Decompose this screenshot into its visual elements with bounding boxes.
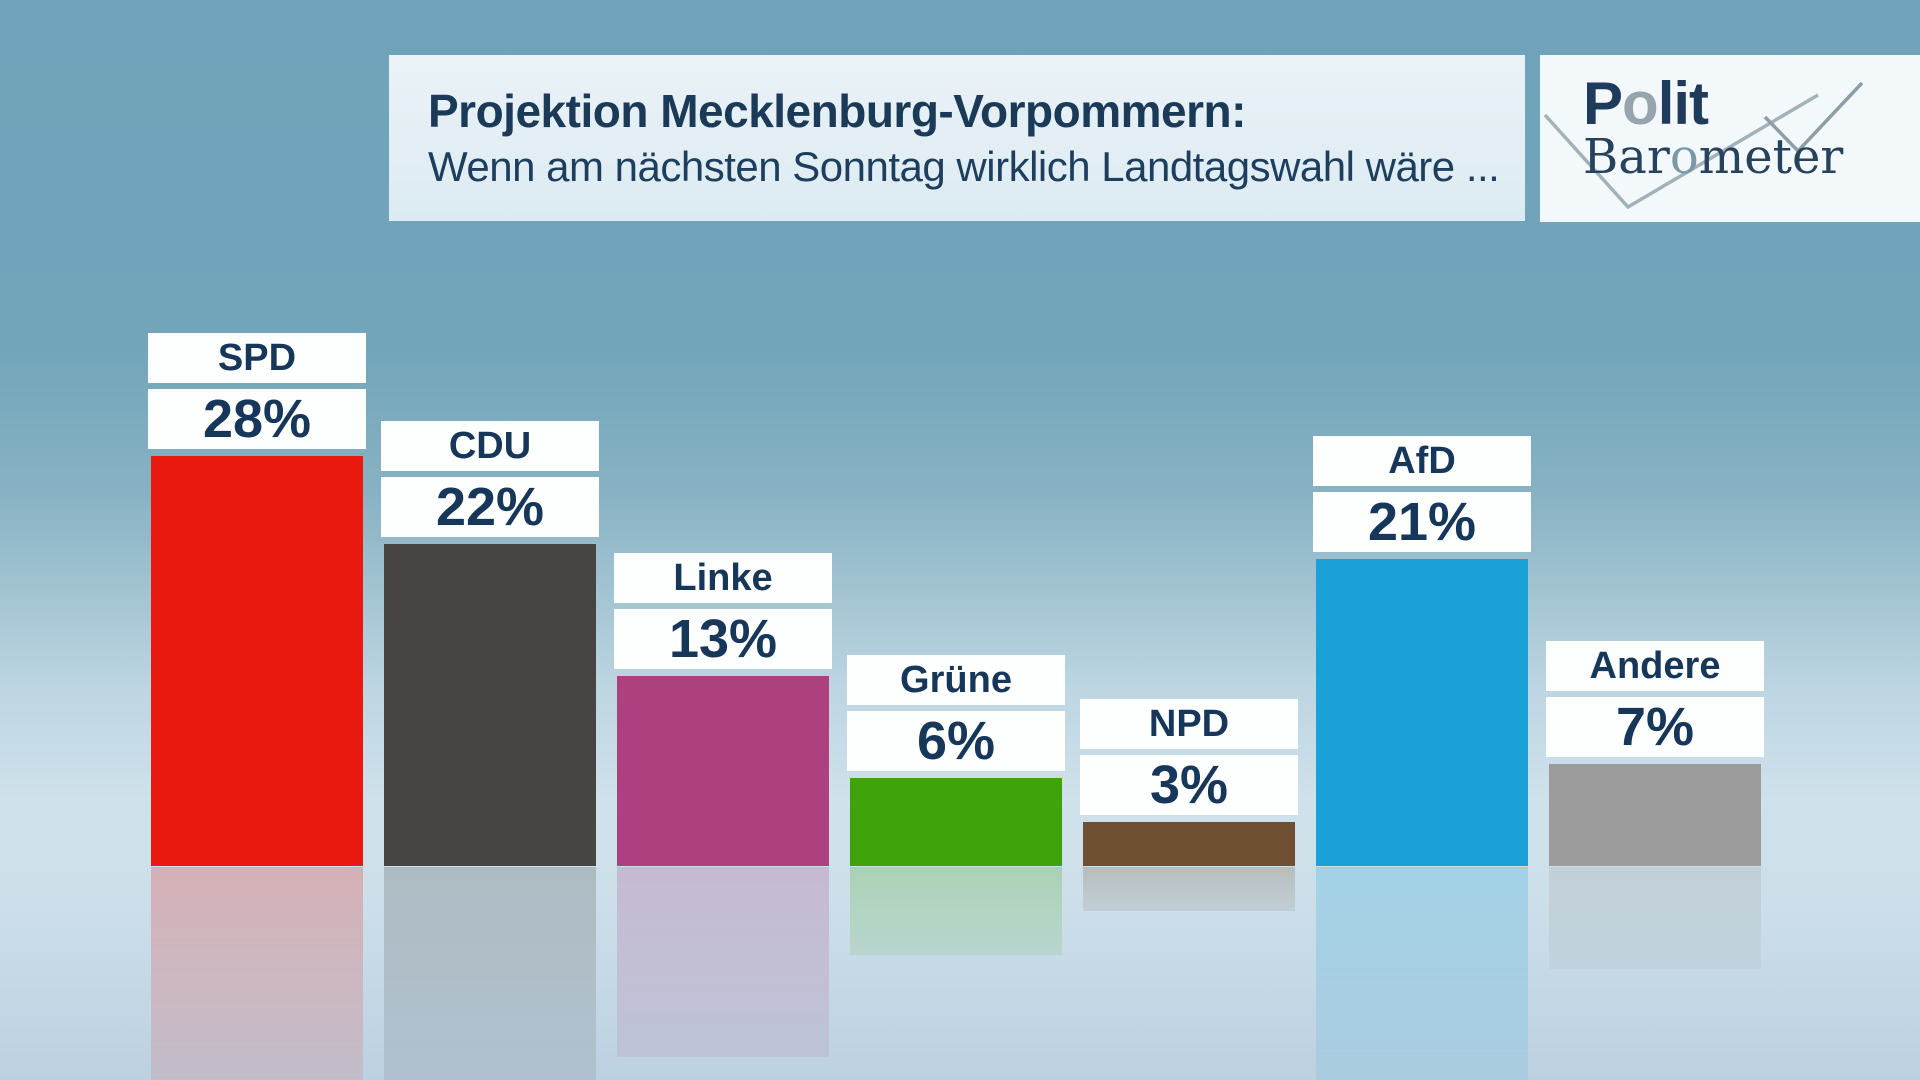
title-box: Projektion Mecklenburg-Vorpommern: Wenn … (389, 55, 1525, 221)
bar-reflection-grne (850, 867, 1062, 955)
bar-reflection-cdu (384, 867, 596, 1080)
bar-afd (1316, 559, 1528, 866)
party-value-box-linke: 13% (614, 609, 832, 669)
party-label-box-linke: Linke (614, 553, 832, 603)
bar-reflection-afd (1316, 867, 1528, 1080)
bar-cdu (384, 544, 596, 866)
zigzag-line-icon (1543, 81, 1864, 210)
party-value-box-spd: 28% (148, 389, 366, 449)
party-label-box-spd: SPD (148, 333, 366, 383)
party-label-box-grne: Grüne (847, 655, 1065, 705)
bar-reflection-npd (1083, 867, 1295, 911)
party-value-box-grne: 6% (847, 711, 1065, 771)
bar-reflection-linke (617, 867, 829, 1057)
logo-text: Polit Barometer (1583, 70, 1844, 185)
logo-word-polit: Polit (1583, 70, 1709, 137)
party-value-box-cdu: 22% (381, 477, 599, 537)
party-label-box-npd: NPD (1080, 699, 1298, 749)
chart-title: Projektion Mecklenburg-Vorpommern: (428, 85, 1246, 137)
politbarometer-logo: Polit Barometer (1540, 55, 1920, 222)
chart-subtitle: Wenn am nächsten Sonntag wirklich Landta… (428, 143, 1500, 190)
bar-reflection-spd (151, 867, 363, 1080)
bar-linke (617, 676, 829, 866)
party-value-box-npd: 3% (1080, 755, 1298, 815)
party-label-box-andere: Andere (1546, 641, 1764, 691)
bar-grne (850, 778, 1062, 866)
party-value-box-afd: 21% (1313, 492, 1531, 552)
bar-npd (1083, 822, 1295, 866)
bar-spd (151, 456, 363, 866)
bar-reflection-andere (1549, 867, 1761, 969)
party-label-box-cdu: CDU (381, 421, 599, 471)
party-value-box-andere: 7% (1546, 697, 1764, 757)
logo-word-barometer: Barometer (1583, 129, 1844, 185)
party-label-box-afd: AfD (1313, 436, 1531, 486)
bar-andere (1549, 764, 1761, 866)
